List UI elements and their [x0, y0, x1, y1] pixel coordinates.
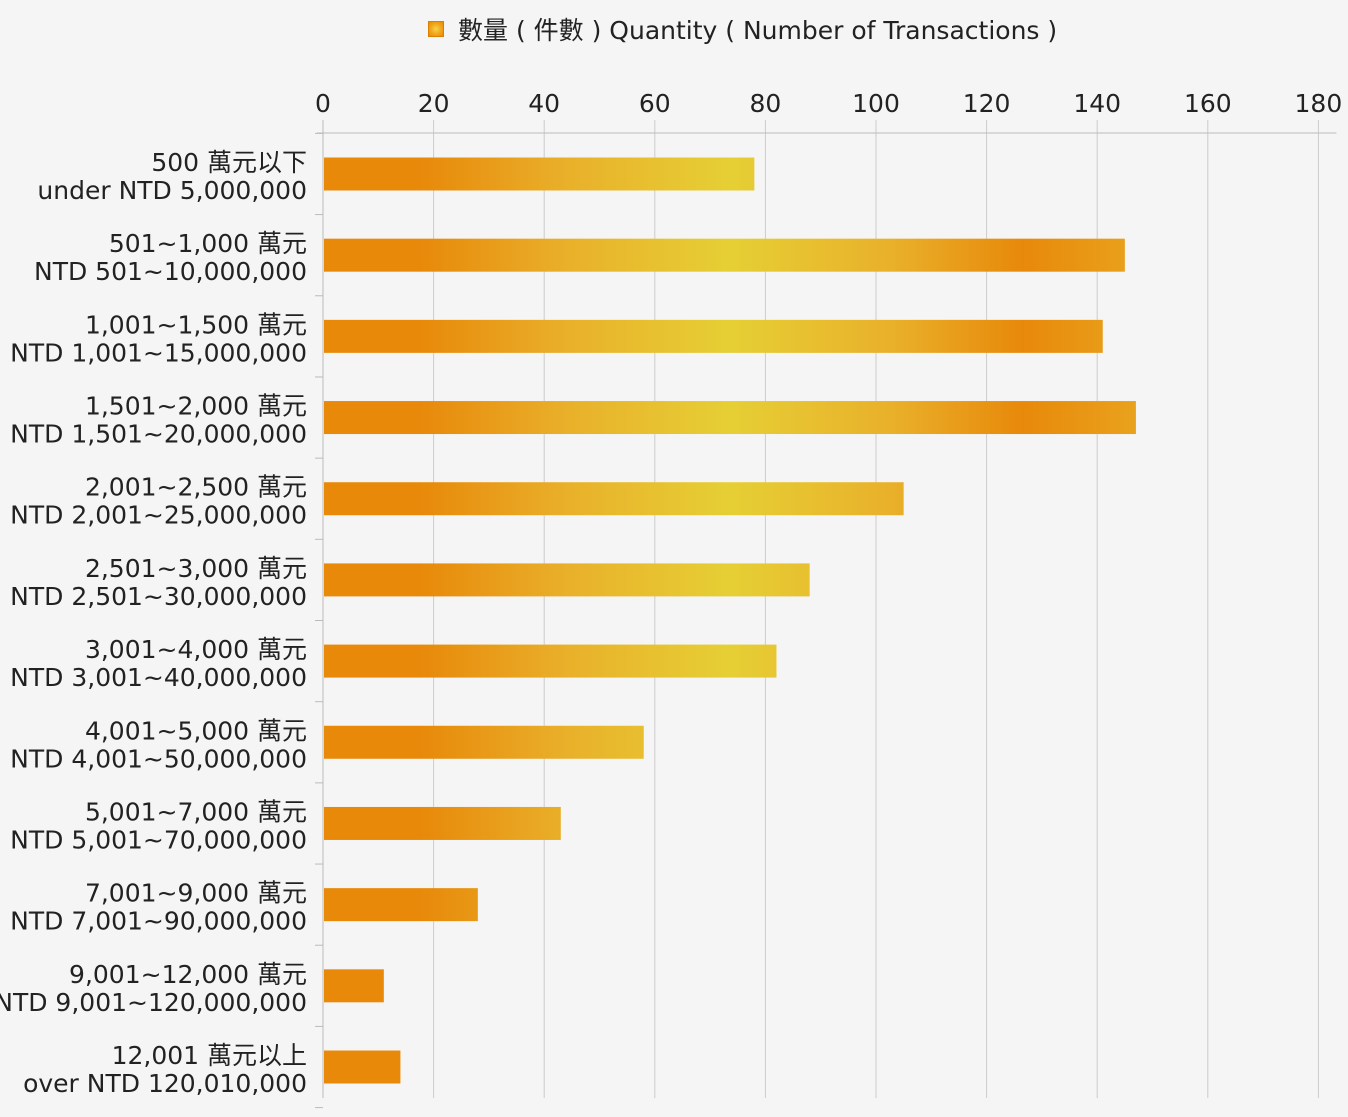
y-tick-label-zh: 2,501~3,000 萬元	[85, 554, 307, 583]
bar	[324, 482, 904, 516]
x-tick-label: 40	[528, 89, 560, 118]
x-tick-label: 20	[418, 89, 450, 118]
y-tick-label-zh: 2,001~2,500 萬元	[85, 473, 307, 502]
y-tick-label-zh: 5,001~7,000 萬元	[85, 797, 307, 826]
y-tick-label-en: under NTD 5,000,000	[37, 176, 307, 205]
y-tick-label-zh: 7,001~9,000 萬元	[85, 879, 307, 908]
y-tick-label-en: NTD 2,001~25,000,000	[10, 501, 307, 530]
bar	[324, 401, 1136, 435]
y-tick-label-zh: 9,001~12,000 萬元	[69, 960, 307, 989]
bar	[324, 563, 810, 597]
chart-legend: 數量 ( 件數 ) Quantity ( Number of Transacti…	[428, 14, 1058, 45]
bar	[324, 644, 777, 678]
x-tick-label: 140	[1073, 89, 1121, 118]
y-tick-label-zh: 3,001~4,000 萬元	[85, 635, 307, 664]
x-tick-label: 0	[315, 89, 331, 118]
y-tick-label-en: NTD 4,001~50,000,000	[10, 744, 307, 773]
y-tick-label-en: NTD 501~10,000,000	[34, 257, 307, 286]
y-tick-label-en: NTD 1,501~20,000,000	[10, 420, 307, 449]
y-tick-label-en: NTD 1,001~15,000,000	[10, 338, 307, 367]
y-tick-label-en: NTD 2,501~30,000,000	[10, 582, 307, 611]
bar	[324, 238, 1125, 272]
y-tick-label-en: NTD 5,001~70,000,000	[10, 825, 307, 854]
bar	[324, 1050, 401, 1084]
x-tick-label: 160	[1184, 89, 1232, 118]
x-tick-label: 80	[749, 89, 781, 118]
y-tick-label-en: NTD 9,001~120,000,000	[0, 988, 307, 1017]
bar	[324, 725, 644, 759]
x-tick-label: 100	[852, 89, 900, 118]
bar	[324, 319, 1103, 353]
y-tick-label-en: over NTD 120,010,000	[23, 1069, 307, 1098]
y-tick-label-zh: 1,501~2,000 萬元	[85, 392, 307, 421]
y-tick-label-zh: 501~1,000 萬元	[109, 229, 307, 258]
bar	[324, 888, 478, 922]
x-tick-label: 60	[639, 89, 671, 118]
y-tick-label-zh: 4,001~5,000 萬元	[85, 716, 307, 745]
bar	[324, 806, 561, 840]
x-tick-label: 120	[963, 89, 1011, 118]
bar	[324, 969, 384, 1003]
y-tick-label-en: NTD 3,001~40,000,000	[10, 663, 307, 692]
x-tick-label: 180	[1295, 89, 1343, 118]
legend-swatch	[428, 21, 444, 37]
y-tick-label-zh: 500 萬元以下	[151, 148, 307, 177]
bar	[324, 157, 755, 191]
y-tick-label-zh: 1,001~1,500 萬元	[85, 310, 307, 339]
legend-label: 數量 ( 件數 ) Quantity ( Number of Transacti…	[458, 16, 1058, 45]
y-tick-label-en: NTD 7,001~90,000,000	[10, 907, 307, 936]
y-tick-label-zh: 12,001 萬元以上	[112, 1041, 307, 1070]
